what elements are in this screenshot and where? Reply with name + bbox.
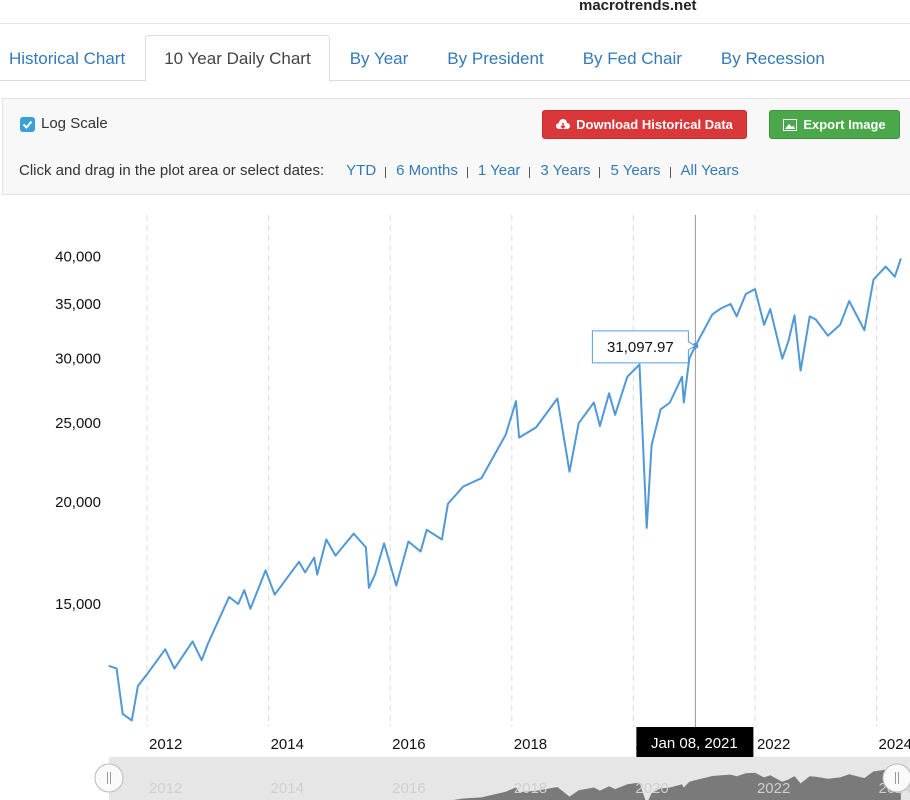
date-label-bg — [636, 727, 754, 757]
range-link[interactable]: YTD — [346, 162, 377, 179]
y-tick-label: 20,000 — [55, 494, 101, 511]
tab[interactable]: Historical Chart — [9, 49, 126, 68]
tab[interactable]: By President — [447, 49, 544, 68]
range-selector: Click and drag in the plot area or selec… — [19, 162, 749, 179]
navigator-label: 2020 — [635, 780, 668, 797]
download-label: Download Historical Data — [576, 117, 733, 132]
y-tick-label: 15,000 — [55, 596, 101, 613]
range-prompt: Click and drag in the plot area or selec… — [19, 162, 325, 179]
x-tick-label: 2018 — [514, 736, 547, 753]
log-scale-checkbox[interactable] — [20, 117, 35, 132]
cloud-icon — [556, 118, 571, 129]
range-link[interactable]: 5 Years — [599, 162, 670, 179]
x-tick-label: 2024 — [879, 736, 910, 753]
price-line — [108, 258, 902, 722]
toolbar: Log Scale Download Historical Data Expor… — [2, 98, 910, 195]
range-link[interactable]: 6 Months — [385, 162, 468, 179]
tab-bar: Historical Chart 10 Year Daily Chart By Ye… — [0, 35, 845, 82]
navigator-label: 2012 — [149, 780, 182, 797]
navigator-handle[interactable] — [94, 763, 124, 793]
handle-circle — [94, 763, 124, 793]
tooltip-value: 31,097.97 — [607, 339, 674, 356]
y-tick-label: 30,000 — [55, 351, 101, 368]
y-tick-label: 25,000 — [55, 415, 101, 432]
navigator-label: 2014 — [271, 780, 304, 797]
x-tick-label: 2012 — [149, 736, 182, 753]
export-button[interactable]: Export Image — [769, 110, 900, 139]
export-label: Export Image — [803, 117, 886, 132]
tab[interactable]: By Year — [349, 49, 409, 68]
x-tick-label: 2022 — [757, 736, 790, 753]
y-tick-label: 35,000 — [55, 296, 101, 313]
navigator-label: 2022 — [757, 780, 790, 797]
tab[interactable]: 10 Year Daily Chart — [145, 35, 330, 82]
navigator-label: 2018 — [514, 780, 547, 797]
tab[interactable]: By Recession — [720, 49, 825, 68]
navigator-label: 2016 — [392, 780, 425, 797]
navigator-area — [108, 768, 901, 800]
site-name: macrotrends.net — [579, 0, 697, 14]
log-scale-label[interactable]: Log Scale — [41, 115, 108, 132]
image-icon — [783, 118, 798, 131]
handle-circle — [882, 763, 910, 793]
range-link[interactable]: 1 Year — [466, 162, 531, 179]
range-link[interactable]: 3 Years — [529, 162, 600, 179]
range-link[interactable]: All Years — [669, 162, 749, 179]
date-label: Jan 08, 2021 — [651, 735, 738, 752]
tab[interactable]: By Fed Chair — [582, 49, 682, 68]
divider — [0, 23, 910, 24]
x-tick-label: 2014 — [271, 736, 304, 753]
y-tick-label: 40,000 — [55, 249, 101, 266]
x-tick-label: 2016 — [392, 736, 425, 753]
tooltip-box — [591, 330, 697, 364]
check-icon — [22, 120, 33, 129]
navigator-handle[interactable] — [882, 763, 910, 793]
download-button[interactable]: Download Historical Data — [542, 110, 747, 139]
tab-baseline — [0, 80, 910, 81]
chart: 2012 2014 2016 2018 2020 2022 2024 15,000 20,000… — [55, 215, 910, 800]
